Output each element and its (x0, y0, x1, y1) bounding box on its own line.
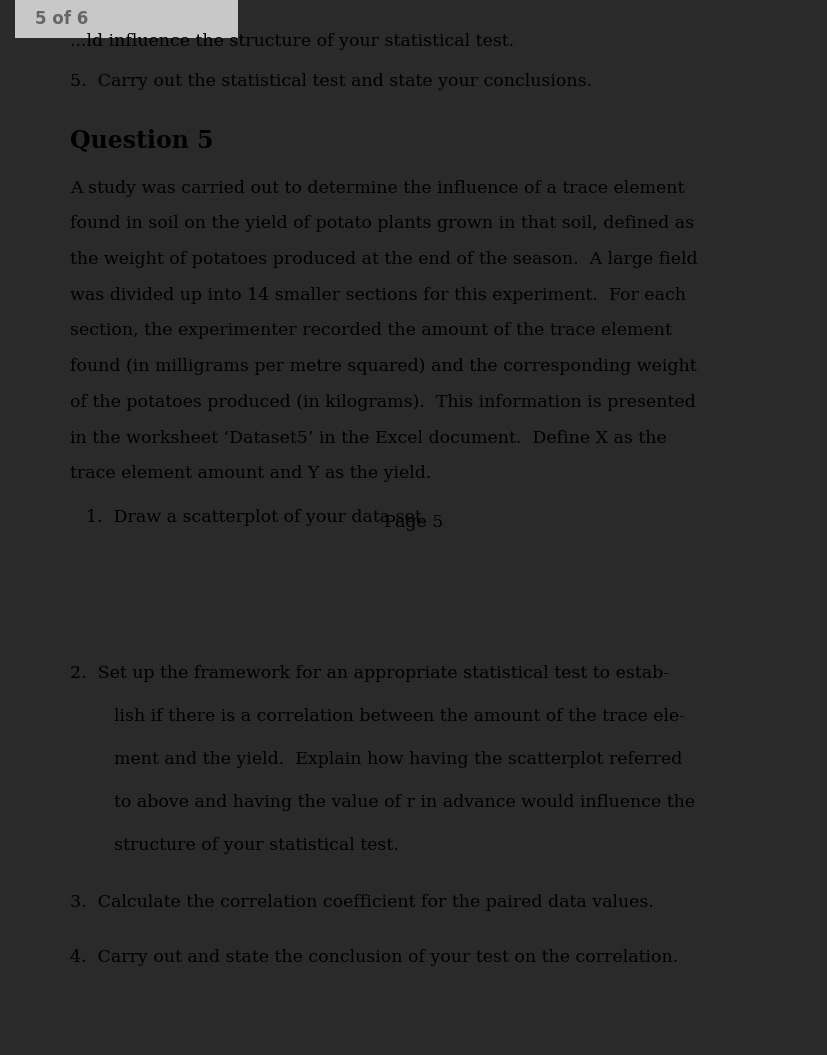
Text: 1.  Draw a scatterplot of your data set.: 1. Draw a scatterplot of your data set. (86, 509, 427, 526)
Text: found (in milligrams per metre squared) and the corresponding weight: found (in milligrams per metre squared) … (70, 359, 696, 376)
Text: in the worksheet ‘Dataset5’ in the Excel document.  Define X as the: in the worksheet ‘Dataset5’ in the Excel… (70, 429, 666, 446)
Text: trace element amount and Y as the yield.: trace element amount and Y as the yield. (70, 465, 431, 482)
Text: 3.  Calculate the correlation coefficient for the paired data values.: 3. Calculate the correlation coefficient… (70, 895, 653, 912)
Bar (15, 0, 238, 38)
Text: structure of your statistical test.: structure of your statistical test. (114, 837, 398, 853)
Text: ...ld influence the structure of your statistical test.: ...ld influence the structure of your st… (70, 33, 514, 50)
Text: lish if there is a correlation between the amount of the trace ele-: lish if there is a correlation between t… (114, 708, 684, 725)
Text: to above and having the value of r in advance would influence the: to above and having the value of r in ad… (114, 794, 694, 811)
Text: Page 5: Page 5 (384, 515, 443, 532)
Text: ment and the yield.  Explain how having the scatterplot referred: ment and the yield. Explain how having t… (114, 751, 681, 768)
Text: of the potatoes produced (in kilograms).  This information is presented: of the potatoes produced (in kilograms).… (70, 394, 695, 410)
Text: section, the experimenter recorded the amount of the trace element: section, the experimenter recorded the a… (70, 323, 671, 340)
Text: found in soil on the yield of potato plants grown in that soil, defined as: found in soil on the yield of potato pla… (70, 215, 693, 232)
Text: was divided up into 14 smaller sections for this experiment.  For each: was divided up into 14 smaller sections … (70, 287, 686, 304)
Text: 4.  Carry out and state the conclusion of your test on the correlation.: 4. Carry out and state the conclusion of… (70, 950, 677, 966)
Text: the weight of potatoes produced at the end of the season.  A large field: the weight of potatoes produced at the e… (70, 251, 697, 268)
Text: 2.  Set up the framework for an appropriate statistical test to estab-: 2. Set up the framework for an appropria… (70, 666, 668, 683)
Text: Question 5: Question 5 (70, 129, 213, 153)
Text: 5.  Carry out the statistical test and state your conclusions.: 5. Carry out the statistical test and st… (70, 73, 591, 90)
Text: A study was carried out to determine the influence of a trace element: A study was carried out to determine the… (70, 179, 684, 196)
Text: 5 of 6: 5 of 6 (35, 9, 88, 28)
